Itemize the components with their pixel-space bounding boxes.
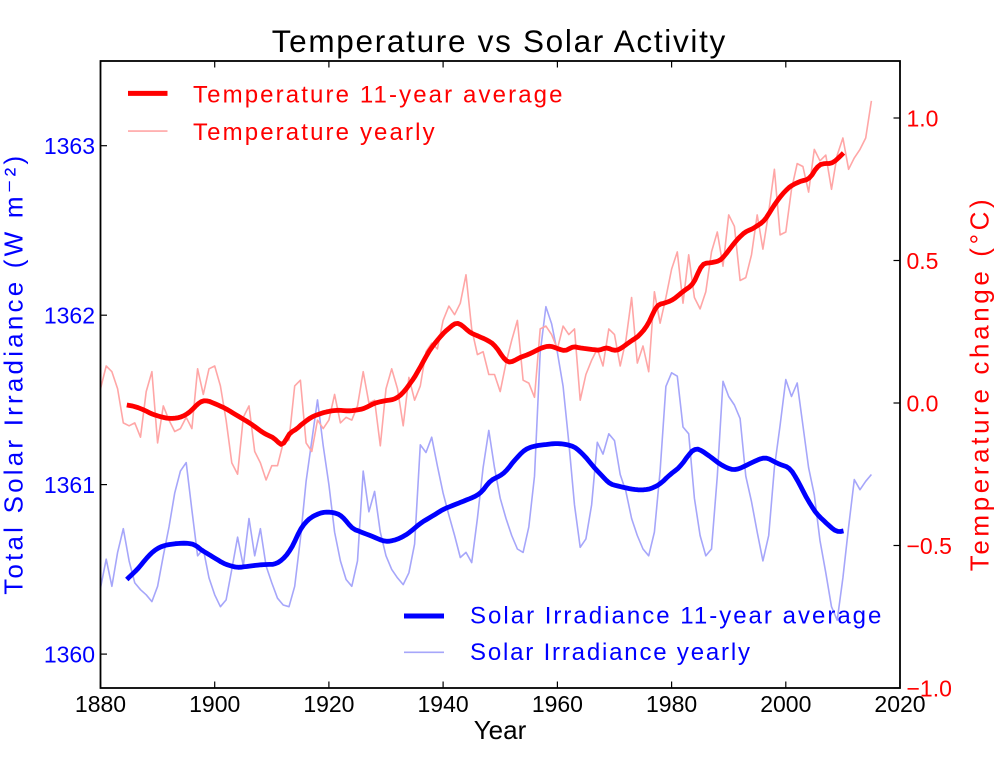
svg-text:Solar Irradiance yearly: Solar Irradiance yearly [470,639,750,666]
svg-text:1.0: 1.0 [907,105,939,131]
svg-text:1362: 1362 [44,303,95,329]
svg-text:Temperature change (°C): Temperature change (°C) [965,199,995,571]
svg-text:Total Solar Irradiance (W m⁻²): Total Solar Irradiance (W m⁻²) [0,156,29,595]
svg-text:0.5: 0.5 [907,248,939,274]
svg-text:1940: 1940 [418,691,469,717]
svg-text:Solar Irradiance 11-year avera: Solar Irradiance 11-year average [470,603,881,630]
svg-text:1900: 1900 [189,691,240,717]
svg-text:−0.5: −0.5 [907,533,952,559]
svg-text:Year: Year [474,715,527,745]
svg-text:Temperature 11-year average: Temperature 11-year average [193,81,563,108]
svg-text:1363: 1363 [44,133,95,159]
svg-text:1920: 1920 [303,691,354,717]
svg-text:0.0: 0.0 [907,390,939,416]
svg-text:2020: 2020 [874,691,925,717]
svg-text:1880: 1880 [75,691,126,717]
svg-text:1361: 1361 [44,472,95,498]
svg-text:2000: 2000 [760,691,811,717]
svg-text:Temperature vs Solar Activity: Temperature vs Solar Activity [272,23,726,59]
svg-text:1980: 1980 [646,691,697,717]
svg-text:−1.0: −1.0 [907,675,952,701]
svg-text:1360: 1360 [44,641,95,667]
svg-text:Temperature yearly: Temperature yearly [193,119,435,146]
svg-text:1960: 1960 [532,691,583,717]
